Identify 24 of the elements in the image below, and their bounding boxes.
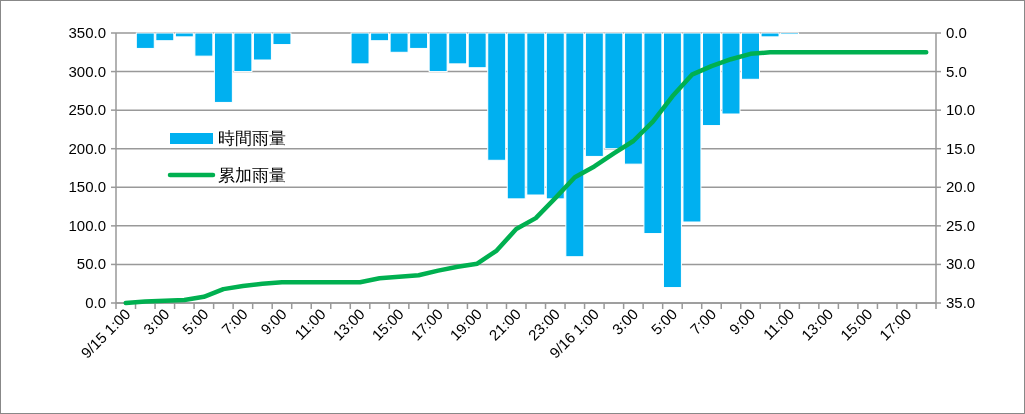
y2-tick-label: 10.0 (946, 101, 976, 119)
line-series (123, 50, 929, 306)
x-tick-label: 7:00 (686, 305, 720, 338)
y2-tick-label: 35.0 (946, 294, 976, 311)
y2-tick-label: 30.0 (946, 255, 976, 273)
y-tick-label: 300.0 (68, 62, 106, 80)
x-tick-label: 9:00 (725, 305, 759, 338)
y-tick-label: 50.0 (76, 255, 106, 273)
y2-tick-label: 25.0 (946, 216, 976, 234)
x-tick-label: 7:00 (218, 305, 251, 338)
y-tick-label: 100.0 (68, 216, 106, 234)
y2-tick-label: 15.0 (946, 139, 976, 157)
x-tick-label: 3:00 (608, 305, 642, 338)
y2-tick-label: 20.0 (946, 178, 976, 196)
y-tick-label: 200.0 (68, 139, 106, 157)
x-tick-label: 9:00 (257, 305, 290, 338)
legend-label: 時間雨量 (218, 129, 286, 148)
legend-label: 累加雨量 (218, 166, 286, 185)
y-tick-label: 150.0 (68, 178, 106, 196)
y-tick-label: 250.0 (68, 101, 106, 119)
y2-tick-label: 0.0 (946, 24, 967, 41)
y-tick-label: 0.0 (85, 294, 106, 311)
y-tick-label: 350.0 (68, 24, 106, 41)
y2-tick-label: 5.0 (946, 62, 967, 80)
